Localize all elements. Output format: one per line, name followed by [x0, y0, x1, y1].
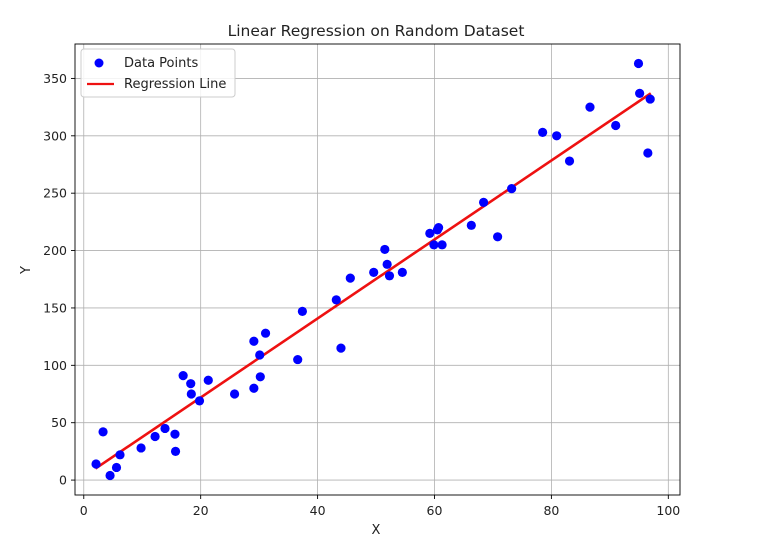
- y-tick-label: 250: [43, 186, 67, 201]
- chart-title: Linear Regression on Random Dataset: [228, 22, 525, 40]
- y-tick-label: 50: [51, 415, 67, 430]
- data-point: [255, 350, 265, 360]
- y-tick-label: 0: [59, 473, 67, 488]
- data-point: [397, 267, 407, 277]
- y-tick-label: 200: [43, 243, 67, 258]
- legend-box: [80, 48, 236, 98]
- x-tick-label: 40: [310, 503, 326, 518]
- x-tick-label: 0: [80, 503, 88, 518]
- regression-line: [94, 92, 652, 470]
- y-tick-label: 150: [43, 300, 67, 315]
- data-point: [178, 371, 188, 381]
- legend-label-data-points: Data Points: [124, 56, 198, 71]
- legend-marker-data-points: [94, 58, 104, 68]
- regression-series: [94, 92, 652, 470]
- data-point: [170, 429, 180, 439]
- data-point: [382, 259, 392, 269]
- data-point: [136, 443, 146, 453]
- data-point: [466, 220, 476, 230]
- data-point: [229, 389, 240, 399]
- data-point: [255, 372, 265, 382]
- data-point: [645, 94, 655, 104]
- data-point: [429, 240, 439, 250]
- data-point: [507, 183, 517, 194]
- data-point: [170, 446, 181, 456]
- data-point: [186, 389, 196, 399]
- data-points-series: [91, 58, 655, 481]
- data-point: [203, 375, 213, 385]
- data-point: [633, 58, 644, 69]
- data-point: [98, 427, 108, 437]
- data-point: [331, 295, 341, 305]
- x-axis-title: X: [372, 523, 381, 538]
- data-point: [635, 88, 645, 98]
- data-point: [478, 197, 489, 207]
- data-point: [160, 423, 170, 434]
- x-tick-label: 80: [543, 503, 559, 518]
- y-tick-label: 350: [43, 71, 67, 86]
- data-point: [564, 156, 575, 166]
- data-point: [437, 240, 447, 250]
- data-point: [433, 223, 444, 233]
- x-tick-label: 60: [427, 503, 443, 518]
- y-tick-label: 100: [43, 358, 67, 373]
- data-point: [293, 354, 303, 365]
- plot-frame: [74, 43, 681, 496]
- x-tick-label: 20: [193, 503, 209, 518]
- data-point: [249, 383, 259, 393]
- data-point: [115, 450, 125, 460]
- data-point: [611, 120, 621, 131]
- y-axis-title: Y: [19, 266, 34, 275]
- data-point: [384, 271, 395, 281]
- y-axis-ticks: 0 50 100 150 200 250 300 350: [43, 71, 75, 488]
- data-point: [585, 102, 595, 112]
- x-tick-label: 100: [656, 503, 680, 518]
- legend-label-regression-line: Regression Line: [124, 77, 226, 92]
- grid: [75, 44, 680, 495]
- data-point: [186, 379, 196, 389]
- data-point: [105, 470, 115, 481]
- data-point: [194, 396, 205, 406]
- data-point: [297, 306, 307, 316]
- data-point: [643, 148, 653, 158]
- data-point: [150, 431, 160, 442]
- data-point: [380, 244, 390, 255]
- data-point: [369, 267, 379, 277]
- data-point: [111, 462, 122, 473]
- data-point: [91, 459, 101, 469]
- legend: Data Points Regression Line: [80, 48, 236, 98]
- y-tick-label: 300: [43, 128, 67, 143]
- data-point: [493, 232, 503, 242]
- data-point: [336, 343, 346, 353]
- data-point: [552, 131, 562, 141]
- data-point: [538, 127, 548, 137]
- data-point: [425, 228, 435, 238]
- x-axis-ticks: 0 20 40 60 80 100: [80, 495, 680, 518]
- data-point: [249, 336, 259, 346]
- data-point: [345, 273, 355, 283]
- data-point: [260, 328, 271, 338]
